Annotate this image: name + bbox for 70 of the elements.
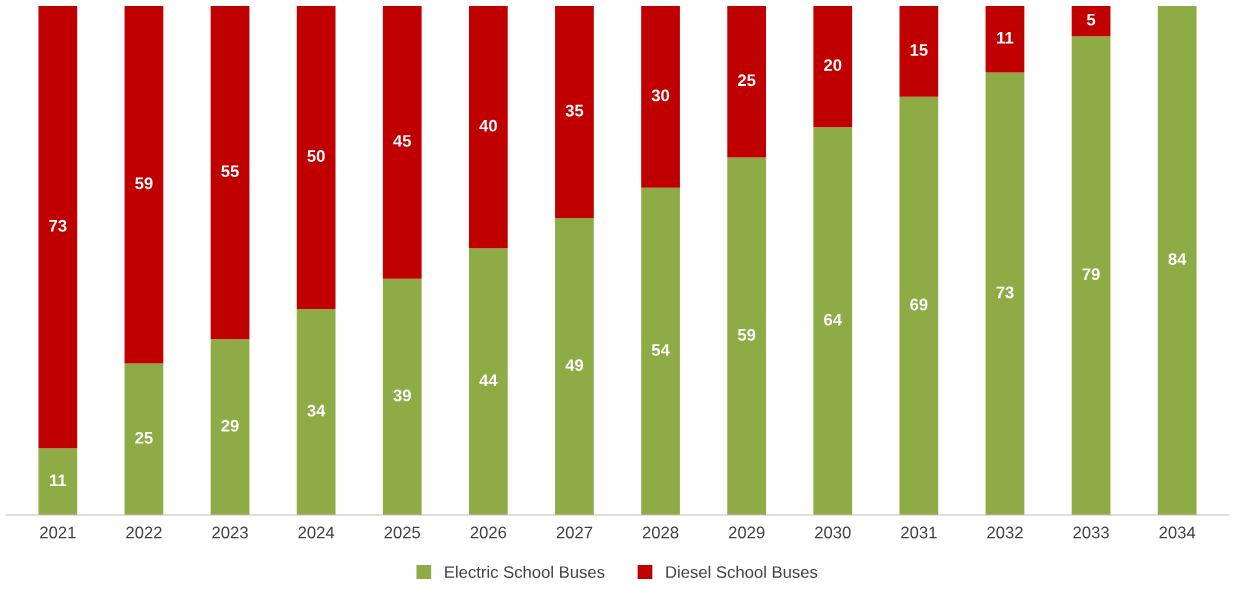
- data-label: 55: [221, 165, 239, 178]
- data-label: 11: [997, 32, 1014, 44]
- bar: [555, 218, 594, 516]
- data-label: 49: [565, 359, 584, 372]
- x-tick-label: 2025: [384, 526, 421, 539]
- bar: [124, 363, 164, 516]
- data-label: 25: [135, 431, 153, 444]
- bar: [382, 5, 422, 279]
- data-label: 54: [651, 344, 670, 356]
- legend-label: Electric School Buses: [445, 565, 605, 579]
- x-tick-label: 2033: [1073, 526, 1109, 539]
- x-tick-label: 2034: [1159, 526, 1196, 539]
- data-label: 30: [651, 89, 670, 102]
- bar: [985, 72, 1025, 516]
- data-label: 59: [135, 177, 153, 190]
- data-label: 5: [1086, 13, 1096, 26]
- x-tick-label: 2030: [815, 526, 851, 539]
- data-label: 25: [737, 74, 756, 87]
- x-tick-label: 2028: [642, 526, 679, 539]
- data-label: 39: [393, 389, 411, 402]
- data-label: 84: [1168, 253, 1187, 265]
- bar: [210, 5, 250, 340]
- data-label: 73: [49, 219, 67, 232]
- x-tick-label: 2026: [470, 526, 507, 539]
- data-label: 69: [910, 298, 928, 311]
- data-label: 59: [737, 328, 756, 341]
- bar: [468, 248, 508, 516]
- data-label: 45: [393, 135, 412, 147]
- x-tick-label: 2027: [556, 526, 593, 539]
- x-tick-label: 2022: [126, 526, 162, 539]
- x-tick-label: 2031: [901, 526, 937, 539]
- data-label: 20: [824, 59, 842, 71]
- bar: [38, 448, 78, 516]
- data-label: 29: [221, 419, 239, 432]
- data-label: 15: [910, 44, 928, 56]
- bar: [1071, 5, 1111, 37]
- x-tick-label: 2024: [298, 526, 335, 539]
- bar: [210, 339, 250, 516]
- bar: [468, 5, 508, 249]
- bar: [727, 157, 767, 516]
- bar: [382, 278, 422, 516]
- bar: [641, 5, 680, 188]
- data-label: 40: [479, 119, 497, 132]
- data-label: 64: [824, 313, 842, 326]
- legend-label: Diesel School Buses: [666, 565, 818, 579]
- bar: [38, 5, 78, 449]
- data-label: 34: [307, 404, 326, 417]
- bar: [985, 5, 1025, 73]
- x-tick-label: 2029: [728, 526, 765, 539]
- bar: [1071, 36, 1111, 516]
- data-label: 44: [479, 374, 498, 387]
- data-label: 79: [1082, 268, 1100, 281]
- bar: [813, 127, 853, 516]
- bar: [555, 5, 594, 219]
- x-tick-label: 2023: [212, 526, 248, 539]
- x-tick-label: 2032: [987, 526, 1023, 539]
- bar: [296, 5, 336, 309]
- bar: [813, 5, 853, 128]
- data-label: 11: [50, 474, 67, 487]
- data-label: 50: [307, 150, 325, 162]
- x-tick-label: 2021: [40, 526, 76, 539]
- bar: [727, 5, 767, 158]
- data-label: 73: [996, 286, 1014, 299]
- bar: [899, 5, 939, 97]
- bar: [124, 5, 164, 364]
- data-label: 35: [565, 104, 584, 117]
- bar: [641, 187, 680, 516]
- bar: [296, 308, 336, 516]
- bar: [899, 96, 939, 516]
- bar: [1157, 5, 1197, 516]
